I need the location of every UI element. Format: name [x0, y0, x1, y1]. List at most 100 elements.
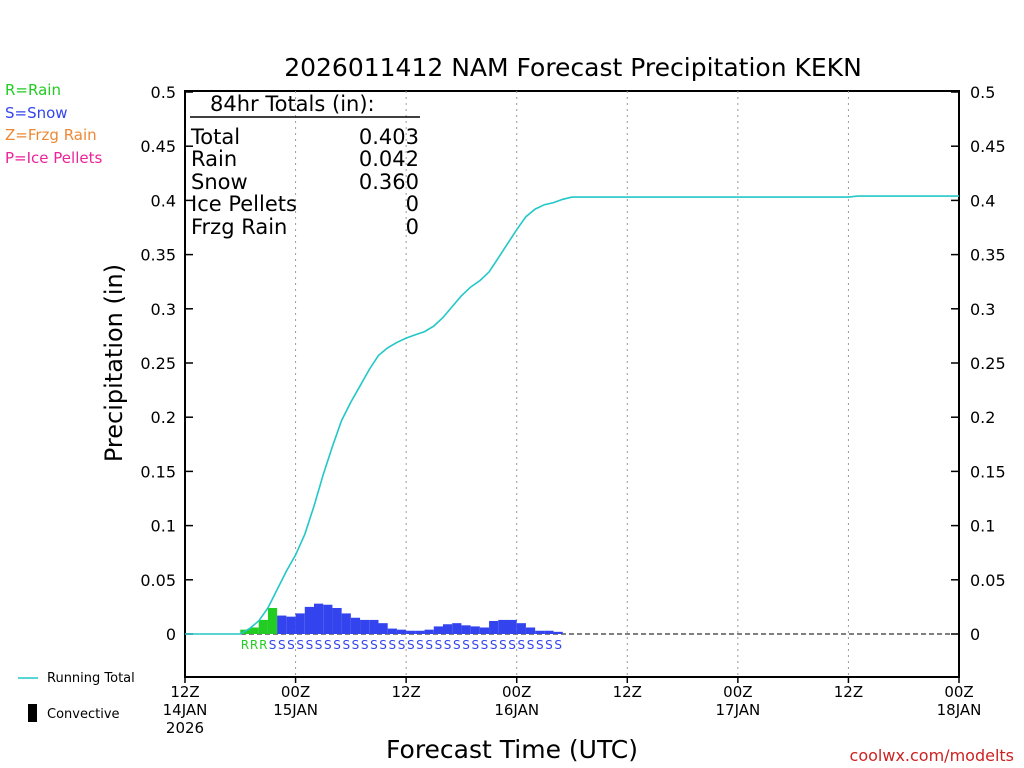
y-tick-label-left-3: 0.15: [140, 462, 176, 481]
totals-value-total: 0.403: [359, 125, 419, 149]
y-tick-label-left-0: 0: [166, 625, 176, 644]
ptype-code-23: S: [453, 638, 461, 652]
totals-value-snow: 0.360: [359, 170, 419, 194]
totals-value-frzg-rain: 0: [406, 215, 419, 239]
x-axis-label: Forecast Time (UTC): [386, 735, 638, 764]
ptype-code-34: S: [554, 638, 562, 652]
ptype-code-30: S: [518, 638, 526, 652]
bar-24: [461, 625, 471, 634]
ptype-code-3: S: [269, 638, 277, 652]
bar-6: [295, 613, 305, 634]
y-tick-label-right-3: 0.15: [970, 462, 1006, 481]
totals-label-frzg-rain: Frzg Rain: [191, 215, 287, 239]
bar-11: [341, 613, 351, 634]
x-tick-label-3-1: 16JAN: [494, 701, 539, 719]
ptype-code-6: S: [296, 638, 304, 652]
bar-34: [553, 631, 563, 634]
x-tick-label-0-0: 12Z: [170, 683, 199, 701]
bar-10: [332, 607, 342, 634]
y-tick-label-right-9: 0.45: [970, 137, 1006, 156]
y-tick-label-right-1: 0.05: [970, 571, 1006, 590]
bar-32: [535, 630, 545, 634]
ptype-code-12: S: [352, 638, 360, 652]
ptype-code-22: S: [444, 638, 452, 652]
bar-7: [304, 606, 314, 634]
ptype-code-29: S: [508, 638, 516, 652]
chart-title: 2026011412 NAM Forecast Precipitation KE…: [284, 53, 862, 82]
ptype-code-8: S: [315, 638, 323, 652]
bar-5: [286, 616, 296, 634]
bar-22: [443, 624, 453, 634]
bar-1: [249, 627, 259, 634]
y-tick-label-left-7: 0.35: [140, 246, 176, 265]
ptype-code-2: R: [259, 638, 267, 652]
running-total-legend-label: Running Total: [47, 671, 135, 686]
x-tick-label-5-1: 17JAN: [715, 701, 760, 719]
legend-ice-pellets: P=Ice Pellets: [5, 149, 102, 167]
bar-20: [424, 629, 434, 634]
ptype-code-28: S: [499, 638, 507, 652]
y-tick-label-right-2: 0.1: [970, 517, 995, 536]
ptype-code-16: S: [389, 638, 397, 652]
x-tick-label-1-0: 00Z: [281, 683, 310, 701]
convective-legend-label: Convective: [47, 707, 120, 722]
ptype-code-32: S: [536, 638, 544, 652]
ptype-code-24: S: [462, 638, 470, 652]
ptype-legend: R=Rain S=Snow Z=Frzg Rain P=Ice Pellets: [5, 81, 102, 167]
ptype-code-15: S: [379, 638, 387, 652]
bar-21: [433, 626, 443, 634]
y-tick-label-left-5: 0.25: [140, 354, 176, 373]
plot-frame: [184, 90, 960, 678]
y-tick-label-right-8: 0.4: [970, 191, 995, 210]
convective-legend-swatch: [28, 704, 37, 722]
bar-27: [489, 620, 499, 634]
x-tick-label-0-1: 14JAN: [163, 701, 208, 719]
x-tick-label-7-0: 00Z: [944, 683, 973, 701]
y-tick-label-right-6: 0.3: [970, 300, 995, 319]
bar-31: [525, 627, 536, 634]
x-tick-label-7-1: 18JAN: [937, 701, 982, 719]
ptype-code-17: S: [398, 638, 406, 652]
y-axis-label: Precipitation (in): [100, 264, 128, 462]
running-total-line: [185, 195, 959, 635]
series-legend: Running Total Convective: [18, 671, 135, 722]
bar-4: [277, 615, 287, 634]
ptype-code-18: S: [407, 638, 415, 652]
bar-25: [470, 626, 480, 634]
ptype-code-11: S: [342, 638, 350, 652]
bar-12: [350, 617, 361, 634]
y-tick-label-right-5: 0.25: [970, 354, 1006, 373]
x-tick-label-6-0: 12Z: [834, 683, 863, 701]
bar-13: [360, 619, 370, 634]
precip-bars: [240, 603, 563, 634]
ptype-code-31: S: [527, 638, 535, 652]
bar-2: [258, 619, 268, 634]
y-tick-label-left-2: 0.1: [151, 517, 176, 536]
y-tick-label-right-0: 0: [970, 625, 980, 644]
legend-snow: S=Snow: [5, 104, 68, 122]
ptype-code-33: S: [545, 638, 553, 652]
bar-28: [498, 619, 508, 634]
bar-19: [415, 630, 425, 634]
ptype-code-7: S: [306, 638, 314, 652]
y-axis-left: 0 0.05 0.1 0.15 0.2 0.25 0.3 0.35 0.4 0.45 0.5: [140, 83, 193, 644]
y-tick-label-left-4: 0.2: [151, 408, 176, 427]
running-total-series: [185, 195, 959, 635]
ptype-code-20: S: [425, 638, 433, 652]
bar-18: [406, 630, 416, 634]
x-tick-label-5-0: 00Z: [723, 683, 752, 701]
x-tick-label-4-0: 12Z: [613, 683, 642, 701]
vertical-gridlines: [295, 91, 849, 677]
totals-box: 84hr Totals (in): Total 0.403 Rain 0.042…: [190, 92, 420, 239]
watermark: coolwx.com/modelts: [850, 746, 1014, 765]
x-tick-label-1-1: 15JAN: [273, 701, 318, 719]
bar-9: [323, 604, 333, 634]
ptype-code-25: S: [471, 638, 479, 652]
ptype-code-9: S: [324, 638, 332, 652]
y-tick-label-left-1: 0.05: [140, 571, 176, 590]
ptype-code-0: R: [241, 638, 249, 652]
y-tick-label-right-10: 0.5: [970, 83, 995, 102]
totals-label-ice-pellets: Ice Pellets: [191, 192, 297, 216]
